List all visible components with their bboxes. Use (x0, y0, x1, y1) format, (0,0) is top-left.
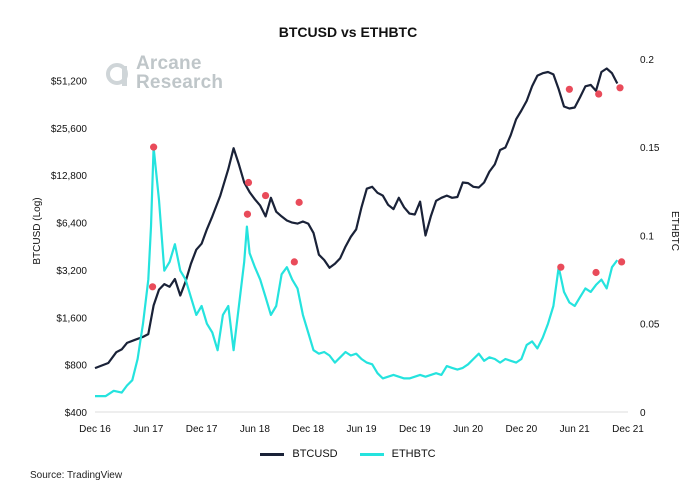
peak-marker (616, 84, 624, 92)
left-tick-label: $400 (65, 408, 88, 419)
x-tick-label: Jun 17 (133, 424, 163, 435)
peak-marker (290, 258, 298, 266)
peak-marker (595, 90, 603, 98)
right-tick-label: 0.15 (640, 143, 660, 154)
peak-marker (618, 258, 626, 266)
series-line-ethbtc (95, 146, 619, 398)
x-tick-label: Jun 21 (560, 424, 590, 435)
right-tick-label: 0.1 (640, 231, 654, 242)
peak-marker (244, 178, 253, 187)
x-tick-label: Dec 20 (506, 424, 538, 435)
peak-marker (592, 268, 600, 277)
peak-marker (565, 85, 573, 93)
x-tick-label: Jun 20 (453, 424, 483, 435)
peak-marker (261, 191, 270, 200)
logo-line-1: Arcane (136, 53, 202, 74)
left-tick-label: $6,400 (56, 219, 87, 230)
peak-marker (148, 283, 157, 291)
x-tick-label: Dec 17 (186, 424, 218, 435)
legend-swatch-ethbtc (359, 452, 384, 456)
x-tick-label: Dec 21 (612, 424, 644, 435)
peak-marker (243, 210, 252, 218)
right-tick-label: 0.2 (640, 55, 654, 66)
arcane-logo-icon (106, 63, 128, 86)
legend-swatch-btcusd (260, 452, 285, 456)
chart-canvas: Dec 16 Jun 17 Dec 17 Jun 18 Dec 18 Jun 19 Dec … (32, 55, 680, 435)
chart-title: BTCUSD vs ETHBTC (278, 24, 418, 40)
left-tick-label: $12,800 (51, 171, 88, 182)
left-tick-label: $3,200 (56, 266, 87, 277)
peak-marker (295, 198, 303, 206)
left-tick-label: $51,200 (51, 76, 88, 87)
x-tick-label: Jun 18 (240, 424, 270, 435)
left-axis-title: BTCUSD (Log) (32, 197, 43, 264)
legend-label-btcusd: BTCUSD (292, 448, 338, 460)
x-tick-label: Dec 16 (79, 424, 111, 435)
series-line-btcusd (94, 67, 619, 370)
left-tick-label: $25,600 (51, 124, 88, 135)
left-tick-label: $800 (65, 361, 88, 372)
arcane-research-logo: Arcane Research (104, 54, 224, 98)
left-tick-label: $1,600 (56, 313, 87, 324)
logo-text: Arcane Research (136, 54, 223, 92)
legend-label-ethbtc: ETHBTC (391, 448, 436, 460)
legend-item-ethbtc: ETHBTC (359, 448, 436, 460)
right-tick-label: 0.05 (640, 320, 660, 331)
right-tick-label: 0 (640, 408, 646, 419)
x-tick-label: Dec 18 (292, 424, 324, 435)
x-tick-label: Jun 19 (346, 424, 376, 435)
source-note: Source: TradingView (30, 470, 123, 481)
right-axis-title: ETHBTC (669, 211, 680, 251)
legend: BTCUSD ETHBTC (0, 448, 696, 460)
x-tick-label: Dec 19 (399, 424, 431, 435)
peak-marker (150, 143, 158, 151)
peak-marker (557, 263, 565, 271)
logo-line-2: Research (136, 72, 224, 93)
legend-item-btcusd: BTCUSD (260, 448, 338, 460)
